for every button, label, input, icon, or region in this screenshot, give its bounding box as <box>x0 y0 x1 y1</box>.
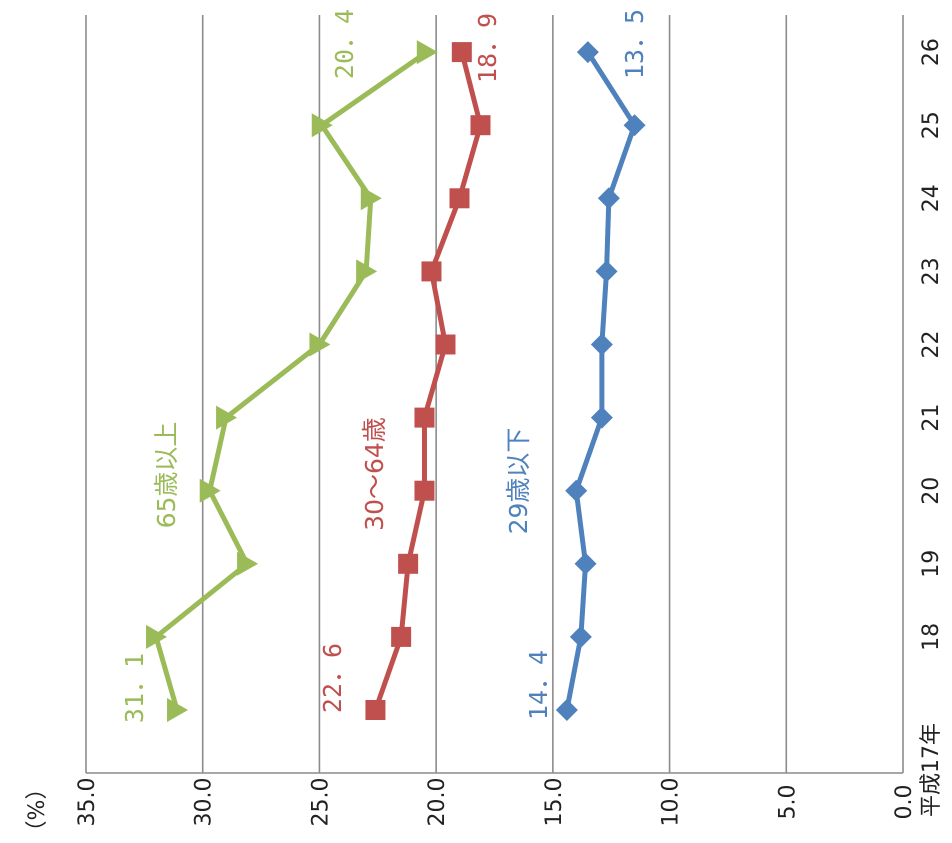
y-tick-label: 20.0 <box>425 778 450 827</box>
x-tick-label: 21 <box>919 404 944 432</box>
data-point-square <box>398 553 419 574</box>
gridlines <box>85 15 788 773</box>
data-point-square <box>470 115 491 136</box>
data-point-triangle <box>309 332 331 357</box>
y-tick-label: 5.0 <box>775 785 800 820</box>
data-point-diamond <box>597 187 620 210</box>
series-end-value-label: 13．5 <box>620 9 649 79</box>
series-name-label: 65歳以上 <box>152 422 181 529</box>
unit-label: （%） <box>25 778 50 843</box>
x-tick-label: 18 <box>919 623 944 651</box>
data-point-square <box>414 407 435 428</box>
data-point-diamond <box>565 479 588 502</box>
data-point-square <box>414 480 435 501</box>
data-point-triangle <box>311 113 333 138</box>
data-point-triangle <box>167 698 189 722</box>
x-tick-label: 19 <box>919 550 944 578</box>
y-tick-label: 30.0 <box>192 778 217 827</box>
data-point-square <box>365 700 386 720</box>
data-point-triangle <box>356 259 378 284</box>
x-tick-label: 23 <box>919 257 944 285</box>
x-tick-label: 24 <box>919 184 944 212</box>
data-point-triangle <box>199 478 221 503</box>
series-line <box>564 49 638 713</box>
series-name-label: 29歳以下 <box>504 428 533 535</box>
data-point-triangle <box>360 186 382 211</box>
series-line <box>153 49 430 713</box>
series-line <box>372 49 483 713</box>
series-start-value-label: 14．4 <box>524 650 553 720</box>
data-point-diamond <box>623 114 646 137</box>
y-tick-label: 15.0 <box>542 778 567 827</box>
data-point-diamond <box>555 699 578 721</box>
y-tick-label: 25.0 <box>308 778 333 827</box>
x-tick-label: 20 <box>919 477 944 505</box>
series-lines <box>153 49 638 713</box>
data-point-diamond <box>576 41 599 64</box>
data-point-diamond <box>590 333 613 356</box>
x-tick-label: 22 <box>919 331 944 359</box>
series-end-value-label: 18．9 <box>473 13 502 83</box>
data-point-triangle <box>146 624 168 649</box>
axes <box>86 15 904 774</box>
data-point-diamond <box>595 260 618 283</box>
x-tick-label: 平成17年 <box>919 723 944 817</box>
x-tick-label: 26 <box>919 38 944 66</box>
series-end-value-label: 20．4 <box>330 9 359 79</box>
data-point-square <box>451 42 472 63</box>
data-point-diamond <box>574 552 597 575</box>
series-start-value-label: 31．1 <box>120 653 149 723</box>
series-name-label: 30～64歳 <box>360 417 389 531</box>
data-point-square <box>391 626 412 647</box>
data-point-diamond <box>569 625 592 648</box>
series-start-value-label: 22．6 <box>318 643 347 713</box>
data-point-square <box>421 261 442 282</box>
series-markers <box>146 40 646 722</box>
data-point-triangle <box>416 40 438 65</box>
series-labels: 65歳以上 31．1 20．4 30～64歳 22．6 18．9 29歳以下 14．4 13．5 <box>120 9 649 723</box>
y-tick-label: 35.0 <box>75 778 100 827</box>
data-point-square <box>449 188 470 209</box>
x-tick-label: 25 <box>919 111 944 139</box>
y-tick-label: 10.0 <box>659 778 684 827</box>
tick-labels: 0.0 5.0 10.0 15.0 20.0 25.0 30.0 35.0 （%） 平成17年 18… <box>25 38 944 842</box>
y-tick-label: 0.0 <box>892 785 917 820</box>
data-point-square <box>435 334 456 355</box>
data-point-triangle <box>216 405 238 430</box>
data-point-diamond <box>590 406 613 429</box>
data-point-triangle <box>237 551 259 576</box>
